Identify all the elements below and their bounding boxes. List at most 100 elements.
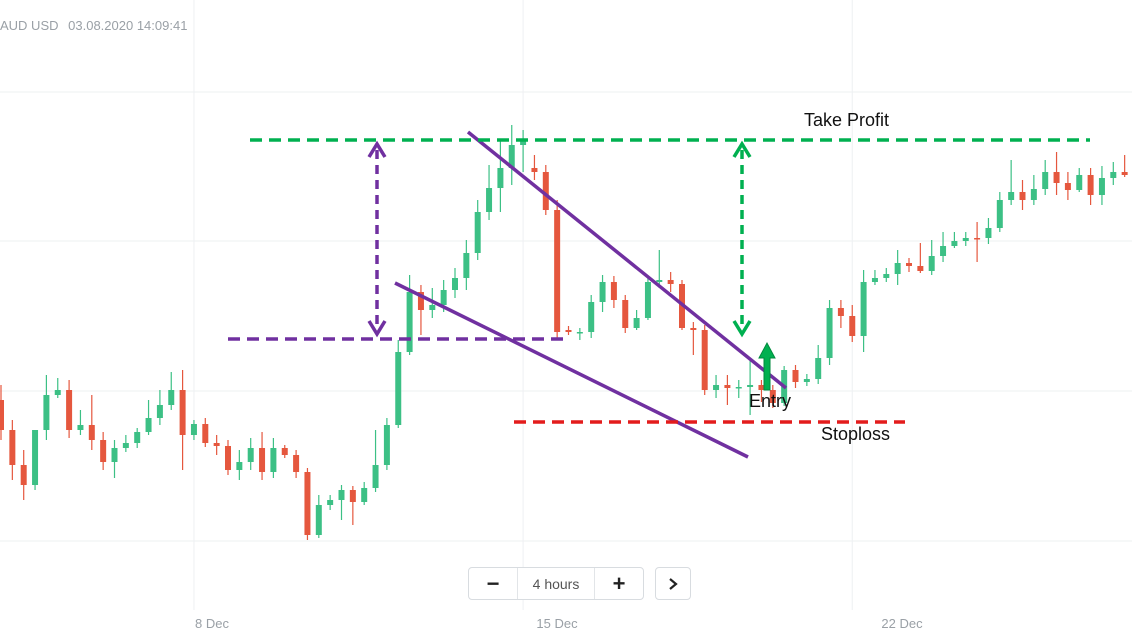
timeframe-label: 4 hours bbox=[517, 568, 595, 599]
candle bbox=[168, 372, 175, 410]
candle bbox=[349, 486, 356, 525]
candle-body bbox=[837, 308, 844, 316]
candle-body bbox=[520, 140, 527, 145]
candle-body bbox=[917, 266, 924, 271]
candlestick-series bbox=[0, 125, 1128, 540]
candle-body bbox=[610, 282, 617, 300]
candle-body bbox=[349, 490, 356, 502]
take-profit-label: Take Profit bbox=[804, 110, 890, 130]
x-tick-label: 8 Dec bbox=[195, 616, 229, 631]
candle bbox=[134, 428, 141, 448]
candle-body bbox=[883, 274, 890, 278]
candle-body bbox=[77, 425, 84, 430]
candle-body bbox=[860, 282, 867, 336]
candle bbox=[520, 130, 527, 172]
candle bbox=[747, 358, 754, 415]
candle bbox=[542, 165, 549, 215]
candle bbox=[996, 192, 1003, 232]
candle bbox=[225, 440, 231, 475]
candle bbox=[338, 485, 345, 520]
candle-body bbox=[1076, 175, 1083, 190]
candle-body bbox=[599, 282, 606, 302]
candle bbox=[20, 450, 27, 500]
candle bbox=[667, 272, 674, 292]
candle-body bbox=[0, 400, 4, 430]
candle bbox=[769, 385, 776, 408]
candle bbox=[610, 276, 617, 308]
candle-body bbox=[633, 318, 640, 328]
candle bbox=[951, 232, 958, 248]
candle-body bbox=[962, 238, 969, 241]
candle-body bbox=[88, 425, 95, 440]
candle bbox=[531, 155, 538, 180]
candle bbox=[1042, 160, 1049, 195]
candle-body bbox=[542, 172, 549, 210]
wedge-upper-trendline bbox=[466, 130, 788, 390]
candle bbox=[77, 410, 84, 435]
candle-body bbox=[156, 405, 163, 418]
candle bbox=[1030, 175, 1037, 205]
candle bbox=[372, 430, 379, 492]
candle bbox=[633, 310, 640, 330]
candle bbox=[259, 432, 266, 480]
candle bbox=[644, 275, 651, 320]
candle bbox=[236, 450, 243, 480]
candle-body bbox=[122, 443, 129, 448]
candle-body bbox=[928, 256, 935, 271]
candle bbox=[463, 240, 470, 290]
scroll-forward-button[interactable] bbox=[655, 567, 691, 600]
candle-body bbox=[1110, 172, 1117, 178]
candle-body bbox=[951, 241, 958, 246]
zoom-out-button[interactable]: − bbox=[486, 570, 500, 596]
candle-body bbox=[202, 424, 209, 443]
candle bbox=[1064, 172, 1071, 200]
candle bbox=[156, 390, 163, 425]
candle bbox=[1110, 162, 1117, 185]
entry-arrow-icon bbox=[758, 341, 776, 391]
candle bbox=[1019, 180, 1026, 210]
candle-body bbox=[565, 330, 572, 332]
wedge-lower-trendline bbox=[394, 281, 749, 459]
candle-body bbox=[588, 302, 595, 332]
candle bbox=[88, 395, 95, 450]
candle-body bbox=[622, 300, 629, 328]
pattern-height-arrowhead-top bbox=[367, 140, 387, 158]
candle-body bbox=[747, 385, 754, 387]
candle bbox=[849, 305, 856, 342]
candle bbox=[122, 435, 129, 452]
candle-body bbox=[486, 188, 493, 212]
candle-body bbox=[803, 379, 810, 382]
candle-body bbox=[508, 145, 515, 168]
candle-body bbox=[940, 246, 947, 256]
candle bbox=[213, 435, 220, 455]
candle-body bbox=[247, 448, 254, 462]
candle bbox=[576, 328, 583, 340]
candle-body bbox=[225, 446, 231, 470]
candle bbox=[1098, 166, 1105, 205]
candle-body bbox=[735, 387, 742, 389]
candle-body bbox=[1053, 172, 1060, 183]
candle-body bbox=[134, 432, 141, 443]
candle bbox=[474, 200, 481, 260]
candle bbox=[452, 268, 458, 298]
candle bbox=[1008, 160, 1015, 205]
chart-grid bbox=[0, 0, 1132, 610]
candle-body bbox=[304, 472, 311, 535]
projected-move-arrowhead-top bbox=[732, 140, 752, 158]
candle bbox=[917, 243, 924, 273]
candle-body bbox=[190, 424, 197, 435]
candle bbox=[690, 322, 697, 355]
candle bbox=[383, 418, 390, 470]
candle bbox=[270, 438, 277, 478]
candle bbox=[724, 375, 731, 405]
candle bbox=[940, 232, 947, 262]
candle-body bbox=[32, 430, 39, 485]
candle bbox=[1087, 168, 1094, 205]
entry-label: Entry bbox=[749, 391, 792, 411]
zoom-in-button[interactable]: + bbox=[612, 570, 626, 596]
candle bbox=[406, 275, 413, 355]
candle-body bbox=[417, 292, 424, 310]
candle bbox=[315, 495, 322, 538]
candle-body bbox=[1121, 172, 1128, 175]
candle bbox=[985, 218, 992, 244]
